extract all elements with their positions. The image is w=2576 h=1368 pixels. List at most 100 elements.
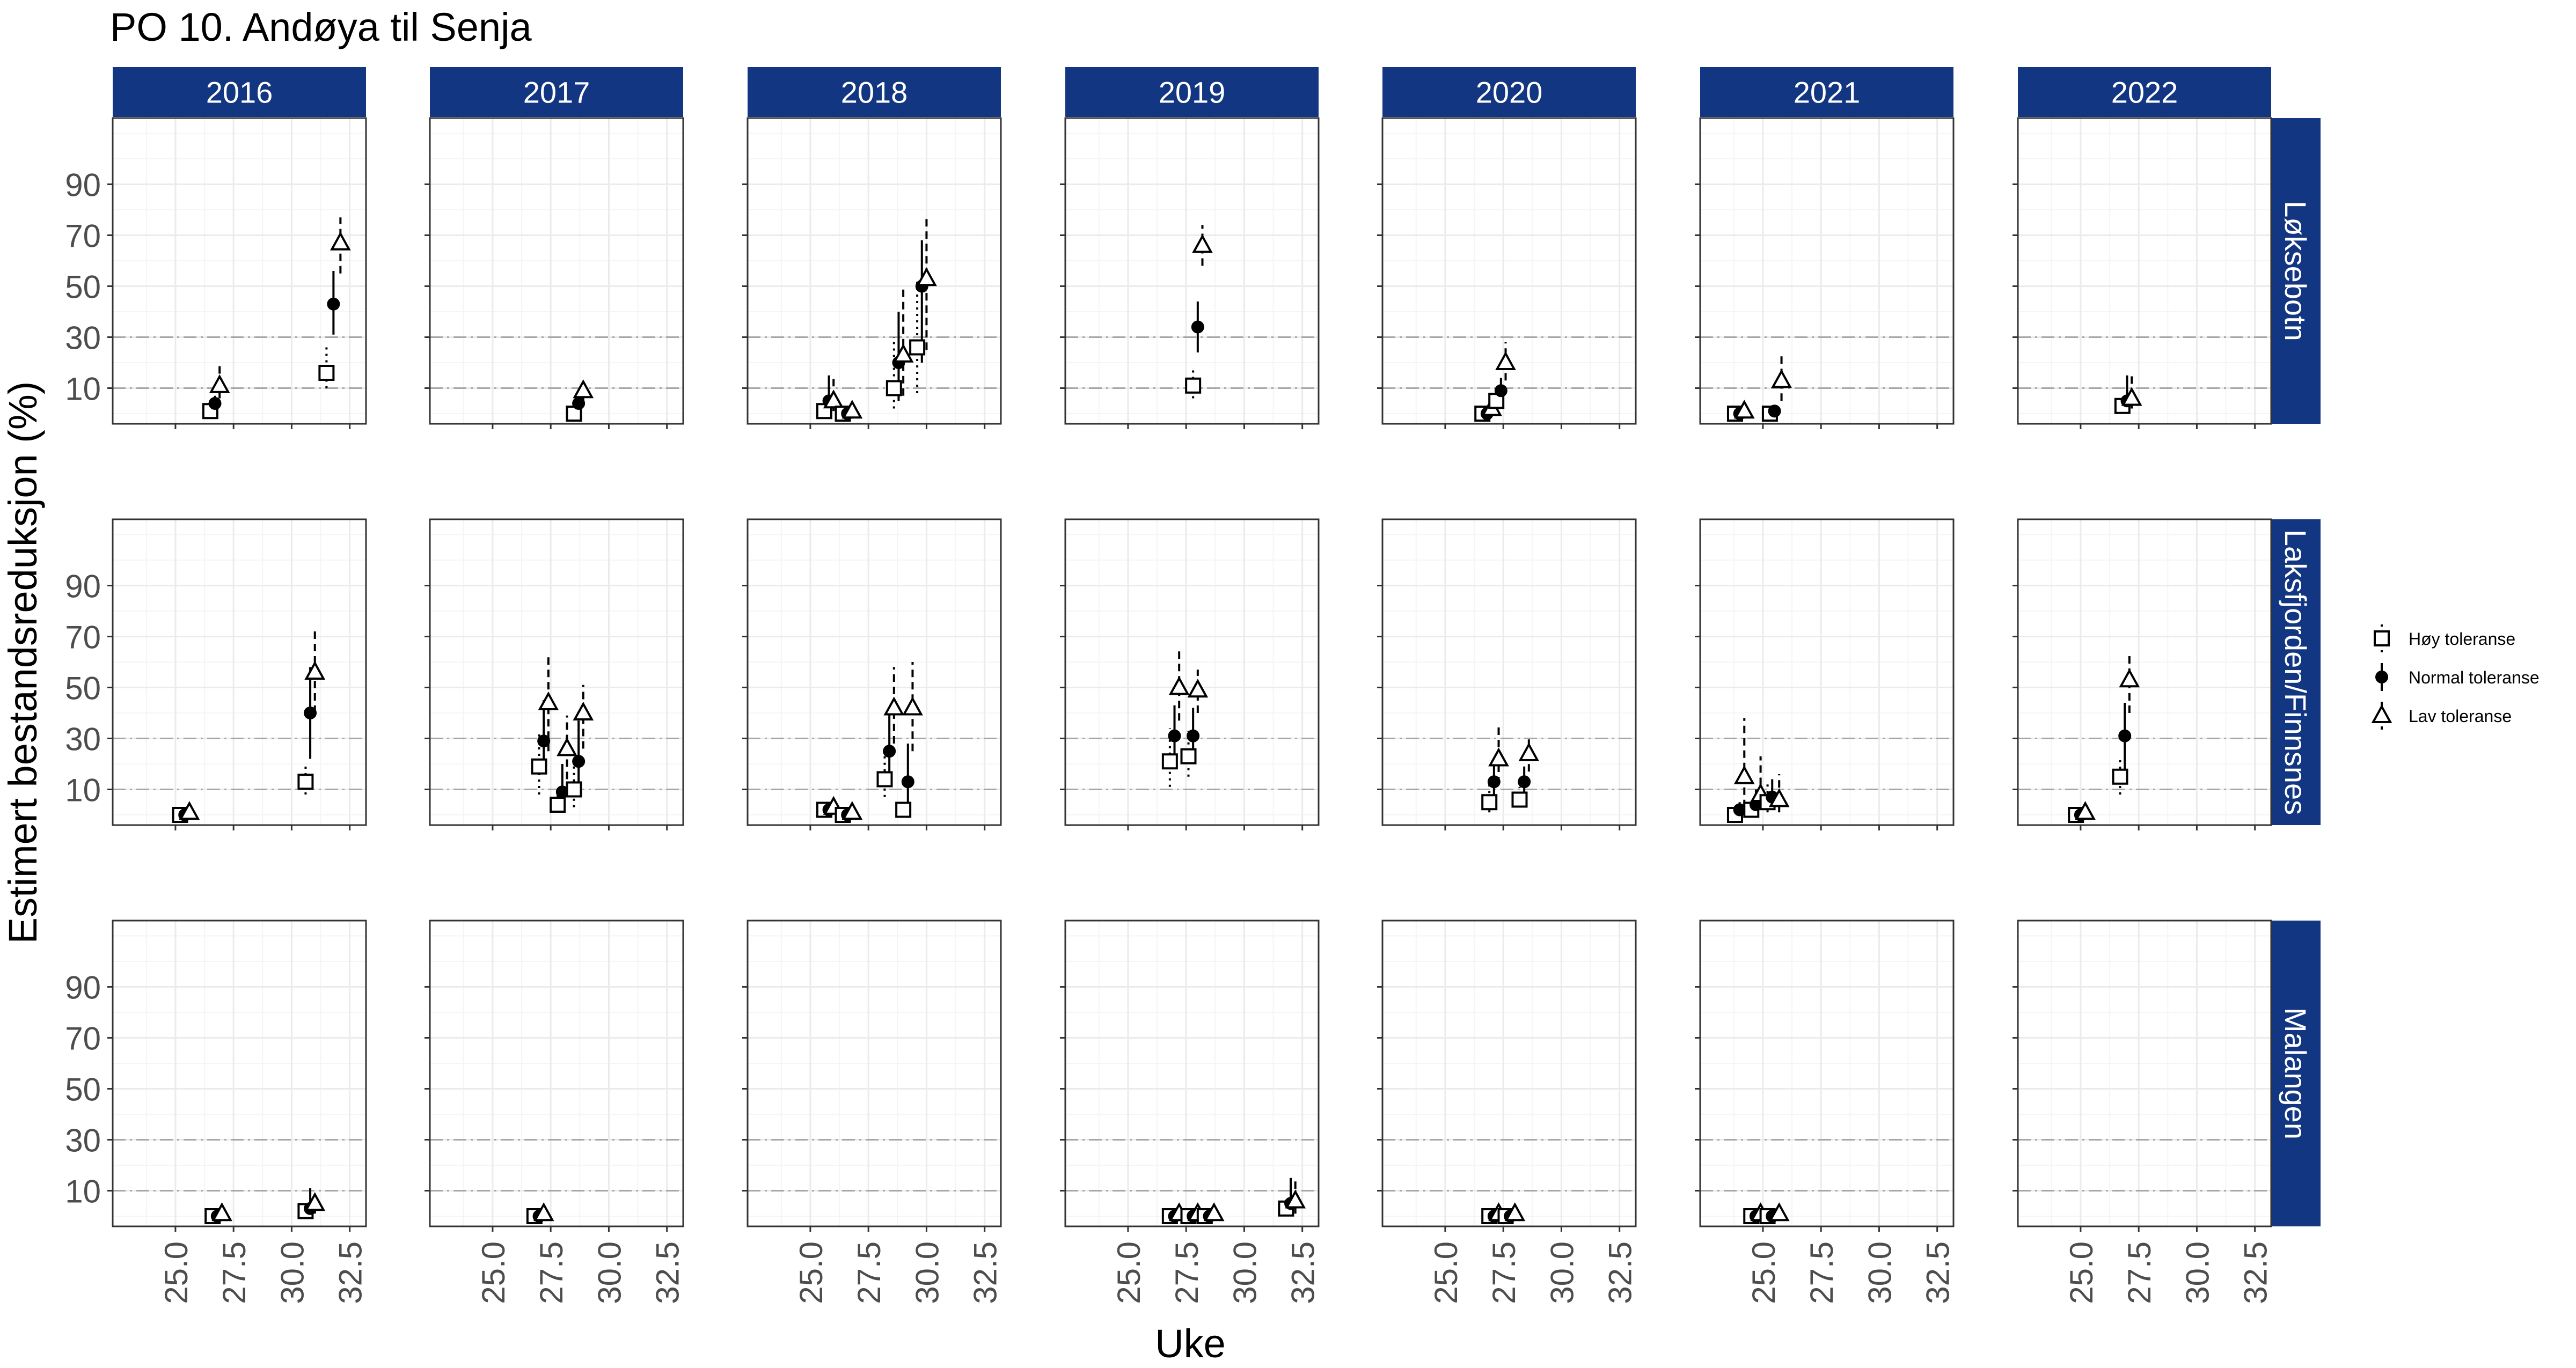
panel-Malangen-2020: 25.0 27.5 30.0 32.5: [1377, 920, 1638, 1304]
year-strip-label: 2020: [1476, 76, 1543, 109]
panel-Laksfjorden/Finnsnes-2017: [425, 518, 684, 830]
point-lav: [1518, 742, 1540, 761]
y-tick-label: 70: [65, 620, 101, 656]
panel-Løksebotn-2020: [1377, 117, 1637, 429]
region-strip-1: Laksfjorden/Finnsnes: [2271, 519, 2321, 825]
point-lav: [841, 801, 863, 820]
point-hoy: [318, 365, 335, 381]
point-lav: [883, 696, 905, 716]
panel-border: [1699, 518, 1955, 826]
panel-Laksfjorden/Finnsnes-2018: [742, 518, 1002, 830]
point-normal: [1168, 729, 1181, 742]
panel-border: [747, 117, 1002, 425]
legend-label: Normal toleranse: [2409, 668, 2540, 687]
x-tick-label: 25.0: [1111, 1241, 1147, 1304]
panel-border: [1381, 518, 1637, 826]
point-normal: [1768, 404, 1781, 418]
panel-bg: [430, 519, 683, 825]
point-lav: [1203, 1202, 1225, 1222]
year-strip-bg: [1700, 67, 1953, 117]
panel-border: [2017, 920, 2272, 1227]
year-strip-label: 2021: [1794, 76, 1861, 109]
point-lav: [1768, 1202, 1790, 1222]
panel-Malangen-2016: 10 30 50 70 90 25.0 27.5 30.0 32.5: [65, 920, 369, 1304]
x-tick-label: 25.0: [1746, 1241, 1782, 1304]
point-hoy: [566, 781, 582, 798]
panel-bg: [748, 118, 1001, 424]
x-tick-label: 27.5: [533, 1241, 569, 1304]
y-tick-label: 50: [65, 1072, 101, 1108]
x-tick-label: 32.5: [1285, 1241, 1321, 1304]
x-tick-label: 25.0: [158, 1241, 194, 1304]
x-tick-label: 25.0: [2063, 1241, 2099, 1304]
panel-border: [1064, 518, 1320, 826]
y-tick-label: 90: [65, 569, 101, 605]
point-lav: [2119, 668, 2140, 688]
point-hoy: [297, 774, 314, 790]
point-normal: [901, 775, 914, 789]
panel-bg: [2018, 118, 2271, 424]
panel-border: [1064, 920, 1320, 1227]
panel-bg: [1065, 921, 1319, 1226]
year-strip-label: 2017: [523, 76, 590, 109]
point-normal: [572, 397, 586, 410]
panel-border: [2017, 518, 2272, 826]
point-hoy: [2112, 768, 2128, 785]
point-normal: [327, 297, 340, 311]
y-tick-label: 70: [65, 1021, 101, 1057]
panel-bg: [430, 921, 683, 1226]
region-strip-label: Laksfjorden/Finnsnes: [2279, 529, 2312, 815]
panel-Laksfjorden/Finnsnes-2020: [1377, 518, 1637, 830]
point-normal: [304, 707, 317, 719]
point-lav: [1192, 234, 1213, 253]
x-tick-label: 25.0: [1428, 1241, 1464, 1304]
x-tick-label: 27.5: [1169, 1241, 1205, 1304]
panel-bg: [1065, 118, 1319, 424]
point-normal: [1733, 803, 1746, 817]
point-lav: [330, 231, 351, 251]
point-hoy: [876, 771, 893, 788]
point-normal: [572, 755, 586, 768]
point-hoy: [550, 797, 566, 813]
panel-Løksebotn-2018: [742, 117, 1002, 429]
panel-Laksfjorden/Finnsnes-2022: [2012, 518, 2272, 830]
y-tick-label: 10: [65, 1174, 101, 1210]
panel-bg: [430, 118, 683, 424]
y-tick-label: 90: [65, 970, 101, 1006]
point-lav: [841, 400, 863, 419]
panel-Malangen-2019: 25.0 27.5 30.0 32.5: [1060, 920, 1321, 1304]
legend: Høy toleranse Normal toleranse Lav toleran…: [2371, 624, 2540, 730]
y-tick-label: 50: [65, 671, 101, 707]
y-tick-label: 90: [65, 167, 101, 203]
point-lav: [211, 1202, 232, 1222]
year-strip-2021: 2021: [1700, 67, 1953, 117]
panel-bg: [2018, 921, 2271, 1226]
year-strip-bg: [2018, 67, 2271, 117]
point-lav: [1504, 1202, 1526, 1222]
panel-border: [112, 518, 367, 826]
point-normal: [883, 745, 896, 758]
legend-label: Høy toleranse: [2409, 629, 2515, 649]
point-lav: [916, 267, 937, 286]
region-strip-0: Løksebotn: [2271, 118, 2321, 424]
point-hoy: [1180, 748, 1197, 764]
panel-bg: [1700, 118, 1953, 424]
point-normal: [555, 785, 569, 799]
page-title: PO 10. Andøya til Senja: [110, 5, 532, 49]
panel-Løksebotn-2019: [1060, 117, 1320, 429]
panel-border: [1381, 117, 1637, 425]
panel-border: [429, 518, 684, 826]
panel-Malangen-2022: 25.0 27.5 30.0 32.5: [2012, 920, 2274, 1304]
point-hoy: [531, 758, 547, 775]
point-lav: [1168, 676, 1190, 695]
x-tick-label: 30.0: [274, 1241, 310, 1304]
x-tick-label: 30.0: [909, 1241, 945, 1304]
y-tick-label: 10: [65, 773, 101, 808]
panel-Malangen-2018: 25.0 27.5 30.0 32.5: [742, 920, 1004, 1304]
panel-Løksebotn-2022: [2012, 117, 2272, 429]
point-lav: [533, 1202, 554, 1222]
x-tick-label: 27.5: [2121, 1241, 2157, 1304]
x-tick-label: 25.0: [793, 1241, 829, 1304]
panel-Løksebotn-2016: 10 30 50 70 90: [65, 117, 367, 429]
x-axis-title: Uke: [1155, 1321, 1226, 1366]
